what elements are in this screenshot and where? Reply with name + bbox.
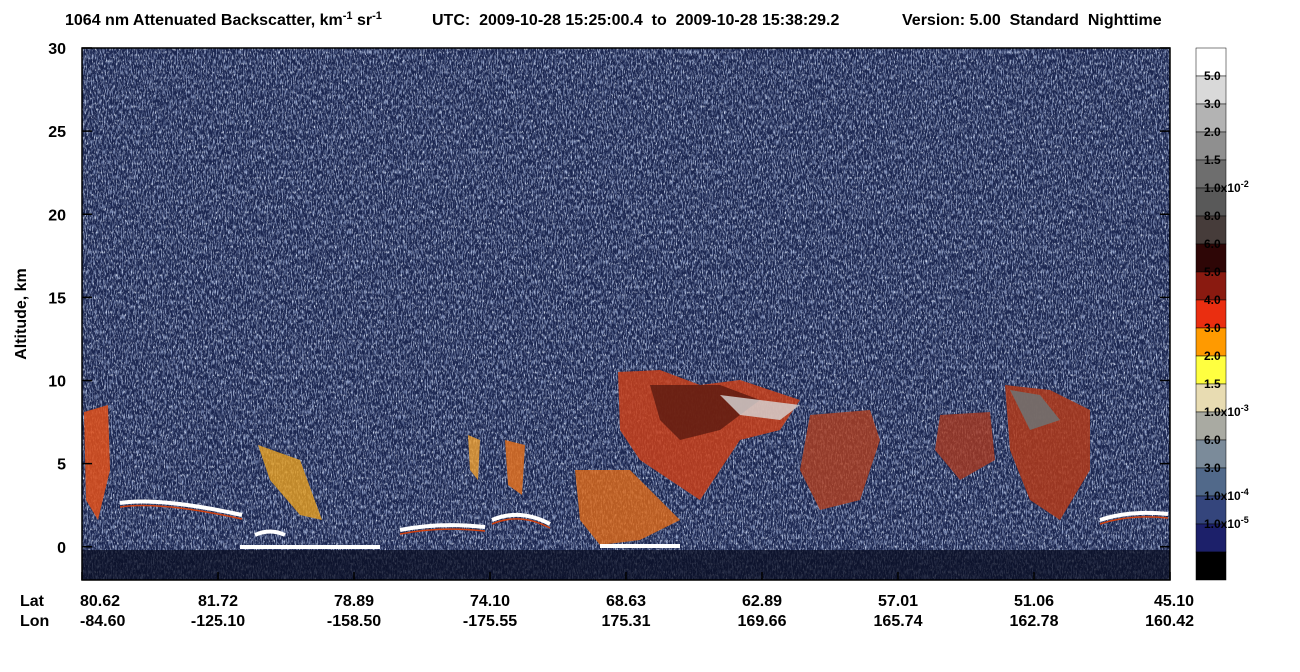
colorbar-label-text: 3.0	[1204, 97, 1221, 111]
lat-label: 81.72	[198, 593, 238, 610]
colorbar-label: 1.0x10-5	[1204, 515, 1249, 531]
colorbar-label: 6.0	[1204, 237, 1221, 251]
y-axis-label: Altitude, km	[13, 268, 30, 360]
colorbar-label-text: 5.0	[1204, 265, 1221, 279]
y-tick-label: 15	[48, 290, 66, 307]
colorbar-label-text: 4.0	[1204, 293, 1221, 307]
colorbar-label: 6.0	[1204, 433, 1221, 447]
colorbar-box	[1195, 299, 1227, 329]
y-tick-label: 25	[48, 124, 66, 141]
lon-label: -125.10	[191, 613, 245, 630]
lon-label: 162.78	[1010, 613, 1059, 630]
colorbar-label-exp: -3	[1241, 403, 1249, 413]
title-part: 1064 nm Attenuated Backscatter, km	[65, 12, 343, 29]
curtain-image	[82, 48, 1170, 580]
cloud-feature	[84, 370, 1090, 545]
colorbar-box	[1195, 523, 1227, 553]
colorbar-box	[1195, 551, 1227, 581]
colorbar-box	[1195, 495, 1227, 525]
lon-label: -158.50	[327, 613, 381, 630]
colorbar-label: 1.0x10-3	[1204, 403, 1249, 419]
x-row-label: Lat	[20, 593, 45, 610]
colorbar-label-text: 8.0	[1204, 209, 1221, 223]
colorbar-label-text: 1.0x10	[1204, 517, 1241, 531]
colorbar-label: 1.5	[1204, 153, 1221, 167]
colorbar-label-exp: -2	[1241, 179, 1249, 189]
colorbar-box	[1195, 411, 1227, 441]
lon-label: -84.60	[80, 613, 125, 630]
lat-label: 45.10	[1154, 593, 1194, 610]
colorbar-box	[1195, 327, 1227, 357]
lat-label: 74.10	[470, 593, 510, 610]
y-tick-label: 0	[57, 540, 66, 557]
colorbar-label: 3.0	[1204, 97, 1221, 111]
colorbar-label-text: 2.0	[1204, 125, 1221, 139]
colorbar-label-text: 2.0	[1204, 349, 1221, 363]
y-tick-label: 5	[57, 457, 66, 474]
title-part: sr	[353, 12, 373, 29]
colorbar-label-text: 3.0	[1204, 461, 1221, 475]
colorbar-label-text: 3.0	[1204, 321, 1221, 335]
chart-title: 1064 nm Attenuated Backscatter, km-1 sr-…	[65, 10, 382, 29]
colorbar-label-exp: -4	[1241, 487, 1249, 497]
colorbar-box	[1195, 439, 1227, 469]
colorbar-label-text: 1.5	[1204, 153, 1221, 167]
colorbar-label-exp: -5	[1241, 515, 1249, 525]
colorbar-box	[1195, 187, 1227, 217]
y-tick-label: 20	[48, 207, 66, 224]
colorbar-label: 5.0	[1204, 69, 1221, 83]
colorbar-box	[1195, 159, 1227, 189]
colorbar-label-text: 1.0x10	[1204, 181, 1241, 195]
lon-label: 175.31	[602, 613, 651, 630]
title-part: -1	[372, 10, 382, 22]
colorbar-label: 2.0	[1204, 349, 1221, 363]
title-part: -1	[343, 10, 353, 22]
version: Version: 5.00 Standard Nighttime	[902, 12, 1162, 29]
lat-label: 78.89	[334, 593, 374, 610]
y-tick-label: 30	[48, 41, 66, 58]
lat-label: 80.62	[80, 593, 120, 610]
lon-label: 165.74	[874, 613, 923, 630]
colorbar-box	[1195, 131, 1227, 161]
colorbar-box	[1195, 383, 1227, 413]
colorbar-label-text: 1.0x10	[1204, 405, 1241, 419]
colorbar-label: 1.0x10-4	[1204, 487, 1249, 503]
lat-label: 57.01	[878, 593, 918, 610]
lon-label: -175.55	[463, 613, 517, 630]
colorbar-label: 1.0x10-2	[1204, 179, 1249, 195]
lat-label: 51.06	[1014, 593, 1054, 610]
colorbar-box	[1195, 75, 1227, 105]
colorbar-label-text: 6.0	[1204, 237, 1221, 251]
colorbar-label: 2.0	[1204, 125, 1221, 139]
colorbar-label: 8.0	[1204, 209, 1221, 223]
colorbar-label-text: 1.5	[1204, 377, 1221, 391]
lon-label: 169.66	[738, 613, 787, 630]
colorbar-label: 5.0	[1204, 265, 1221, 279]
colorbar-box	[1195, 271, 1227, 301]
y-tick-label: 10	[48, 374, 66, 391]
lon-label: 160.42	[1145, 613, 1194, 630]
surface-return-edge	[119, 504, 1169, 535]
colorbar-label: 1.5	[1204, 377, 1221, 391]
x-row-label: Lon	[20, 613, 49, 630]
surface-return	[119, 499, 1169, 549]
colorbar-label: 4.0	[1204, 293, 1221, 307]
colorbar-label: 3.0	[1204, 461, 1221, 475]
colorbar-box	[1195, 355, 1227, 385]
colorbar-box	[1195, 47, 1227, 77]
lat-label: 68.63	[606, 593, 646, 610]
colorbar-box	[1195, 243, 1227, 273]
colorbar-box	[1195, 103, 1227, 133]
colorbar-label: 3.0	[1204, 321, 1221, 335]
colorbar-label-text: 5.0	[1204, 69, 1221, 83]
lat-label: 62.89	[742, 593, 782, 610]
colorbar-label-text: 1.0x10	[1204, 489, 1241, 503]
colorbar-label-text: 6.0	[1204, 433, 1221, 447]
utc-range: UTC: 2009-10-28 15:25:00.4 to 2009-10-28…	[432, 12, 839, 29]
